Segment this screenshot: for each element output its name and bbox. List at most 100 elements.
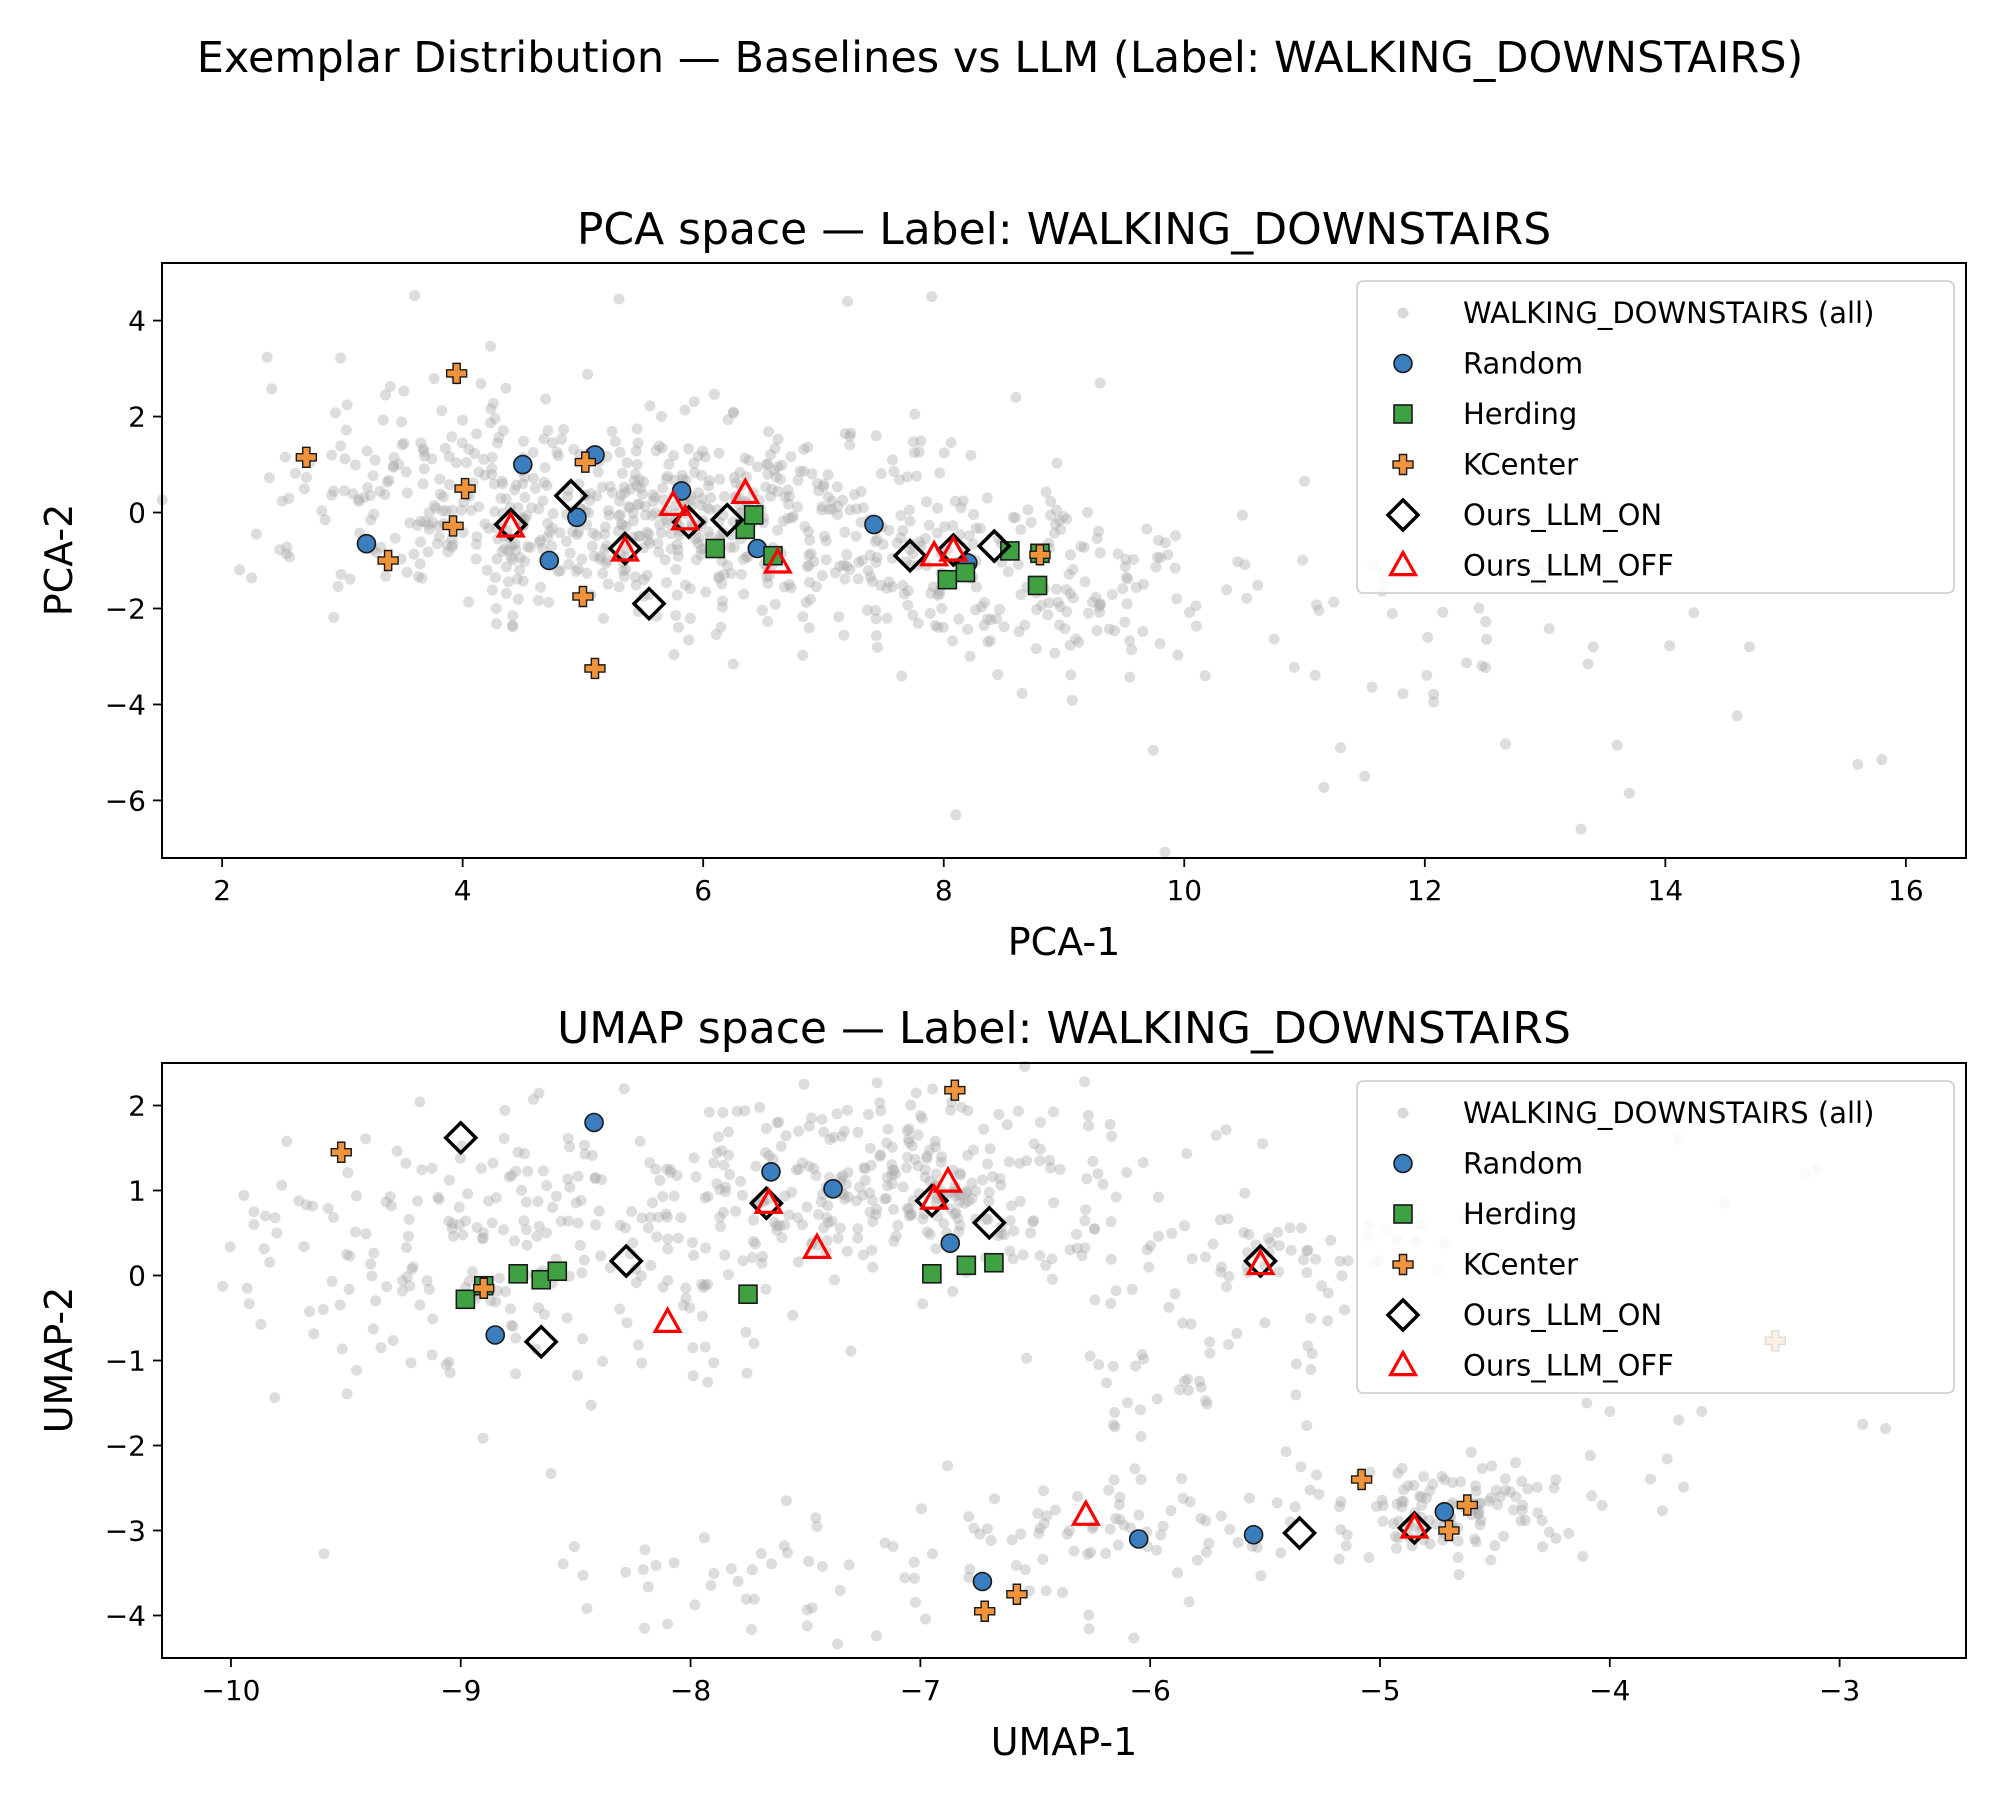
umap-llm_on-point [971,1205,1007,1241]
umap-background-point [1107,1419,1119,1431]
pca-background-point [552,450,564,462]
umap-background-point [1492,1499,1503,1511]
pca-background-point [728,472,740,483]
pca-herding-point [705,538,726,559]
umap-background-point [466,1266,478,1278]
pca-background-point [486,469,498,480]
pca-background-point [490,603,502,614]
umap-background-point [510,1332,522,1344]
pca-background-point [563,558,575,570]
pca-background-point [503,576,514,588]
pca-background-point [647,489,659,501]
umap-background-point [917,1298,929,1310]
umap-background-point [1391,1543,1402,1554]
pca-background-point [1094,598,1106,610]
umap-background-point [1071,1228,1082,1240]
umap-background-point [980,1213,992,1225]
pca-background-point [283,492,295,504]
pca-background-point [838,559,850,571]
pca-background-point [631,480,643,492]
pca-legend-item-kcenter: KCenter [1392,448,1578,482]
umap-x-tick-label: −10 [201,1674,260,1707]
umap-background-point [350,1226,361,1238]
umap-background-point [564,1141,576,1153]
pca-background-point [661,514,673,525]
umap-background-point [404,1280,416,1292]
pca-background-point [511,573,523,585]
umap-background-point [760,1122,772,1134]
pca-background-point [1067,564,1079,576]
umap-background-point [857,1249,869,1261]
pca-background-point [602,505,614,517]
umap-background-point [386,1200,397,1212]
pca-background-point [627,515,639,527]
pca-background-point [820,535,832,547]
pca-background-point [606,425,618,437]
umap-background-point [572,1170,584,1182]
umap-background-point [400,1157,412,1169]
pca-background-point [883,524,895,536]
pca-background-point [633,498,645,510]
umap-x-tick-label: −9 [440,1674,481,1707]
pca-background-point [1049,527,1060,539]
umap-background-point [443,1174,455,1186]
pca-background-point [1120,571,1132,583]
umap-background-point [705,1579,717,1591]
umap-exemplar-markers [330,1079,1786,1622]
pca-background-point [250,528,262,540]
pca-background-point [491,553,503,565]
pca-background-point [614,446,626,458]
umap-background-point [518,1148,530,1160]
umap-background-point [477,1227,489,1239]
pca-background-point [1051,504,1062,516]
pca-background-point [1437,606,1449,618]
umap-background-point [983,1195,995,1207]
pca-background-point [519,471,531,483]
pca-background-point [640,509,651,521]
pca-background-point [500,587,512,599]
umap-background-point [831,1108,843,1120]
umap-background-point [440,1359,452,1371]
pca-background-point [533,503,545,515]
pca-background-point [683,634,695,646]
umap-background-point [1151,1544,1163,1556]
umap-background-point [1184,1496,1196,1508]
umap-background-point [668,1190,680,1202]
pca-background-point [365,514,377,526]
pca-background-point [430,502,442,514]
pca-background-point [908,436,919,448]
pca-background-point [393,458,405,470]
umap-background-point [1257,1138,1268,1150]
pca-background-point [692,487,704,499]
pca-background-point [716,601,728,613]
umap-background-point [879,1193,891,1205]
umap-background-point [863,1109,874,1120]
pca-background-point [762,468,774,480]
umap-background-point [852,1126,864,1138]
pca-background-point [329,407,341,419]
umap-background-point [924,1144,936,1156]
pca-background-point [714,473,726,485]
umap-background-point [1118,1519,1130,1531]
umap-herding-point [455,1289,476,1310]
pca-y-tick-label: −4 [105,688,146,721]
umap-background-point [745,1624,757,1635]
pca-background-point [901,471,913,483]
umap-background-point [1181,1148,1193,1160]
umap-background-point [1104,1119,1116,1130]
pca-background-point [1015,589,1027,601]
pca-background-point [923,519,935,531]
pca-background-point [689,467,701,479]
pca-background-point [932,621,944,633]
umap-background-point [1396,1496,1408,1507]
umap-background-point [1470,1485,1482,1497]
pca-background-point [361,482,373,493]
umap-background-point [483,1195,494,1207]
umap-random-point [823,1179,843,1199]
pca-background-point [1078,541,1090,553]
pca-background-point [1159,846,1171,858]
umap-background-point [1014,1195,1026,1207]
pca-background-point [290,467,301,479]
pca-background-point [1002,566,1014,578]
pca-y-tick-label: 2 [128,401,146,434]
